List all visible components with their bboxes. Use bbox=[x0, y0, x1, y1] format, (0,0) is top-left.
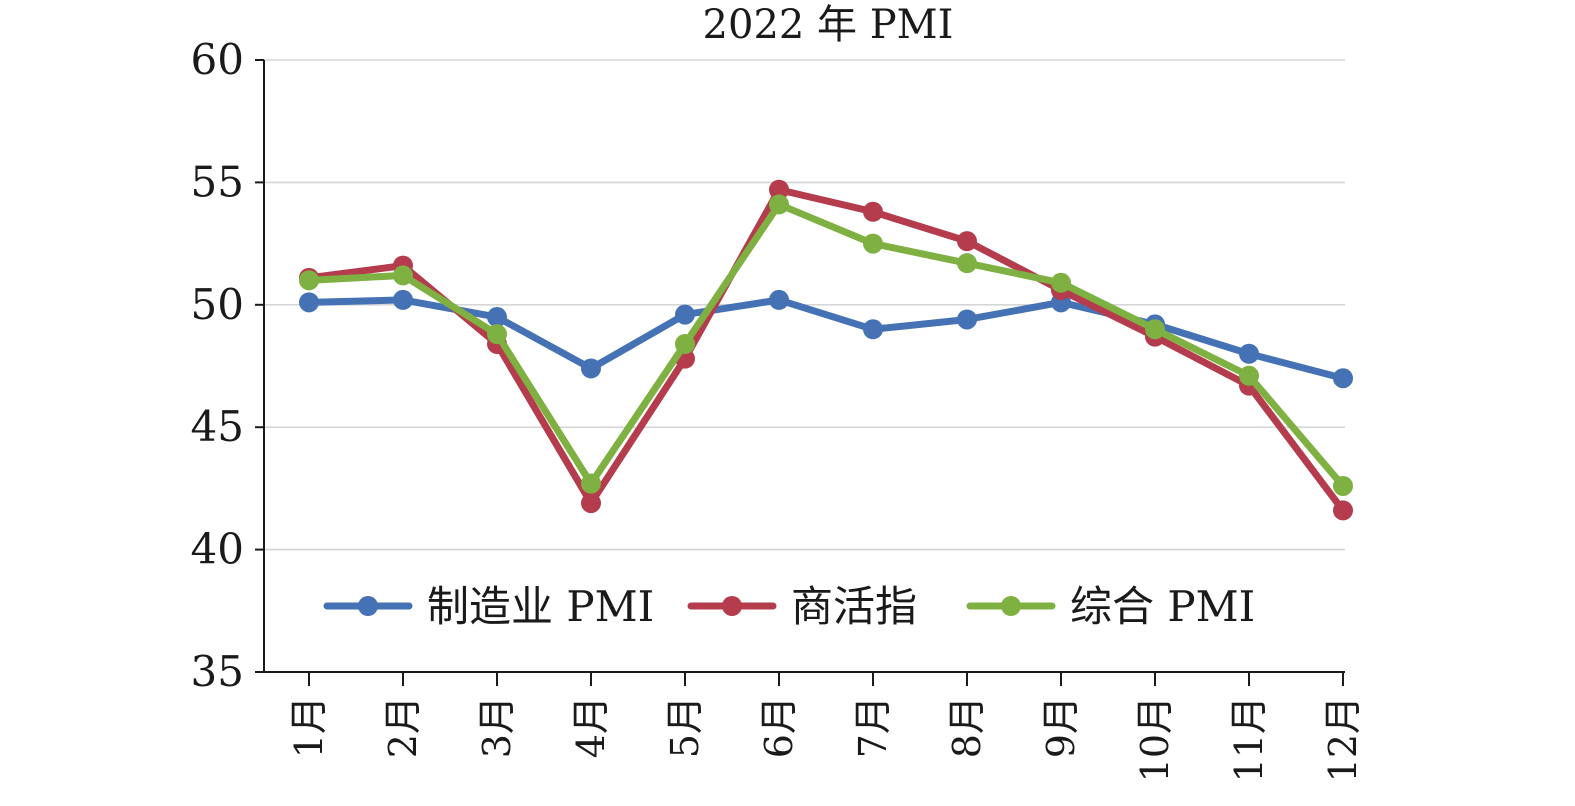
legend-label: 商活指 bbox=[791, 582, 917, 631]
x-tick-label: 1月 bbox=[287, 696, 331, 758]
data-point bbox=[581, 473, 601, 494]
data-point bbox=[769, 194, 789, 215]
x-tick-label: 4月 bbox=[569, 696, 613, 758]
series-lines bbox=[299, 179, 1353, 521]
series-line bbox=[305, 296, 1347, 382]
data-point bbox=[675, 333, 695, 354]
legend-item: 综合 PMI bbox=[966, 582, 1255, 631]
data-point bbox=[957, 309, 977, 330]
chart-title: 2022 年 PMI bbox=[703, 2, 954, 48]
data-point bbox=[1333, 475, 1353, 496]
legend: 制造业 PMI 商活指 综合 PMI bbox=[323, 582, 1255, 631]
data-point bbox=[769, 289, 789, 310]
legend-item: 商活指 bbox=[687, 582, 917, 631]
data-point bbox=[1333, 368, 1353, 389]
x-tick-label: 9月 bbox=[1039, 696, 1083, 758]
data-point bbox=[863, 319, 883, 340]
legend-swatch-marker bbox=[1001, 596, 1021, 616]
data-point bbox=[487, 324, 507, 345]
legend-swatch-marker bbox=[358, 596, 378, 616]
data-point bbox=[1239, 343, 1259, 364]
y-tick-label: 45 bbox=[191, 402, 244, 451]
x-tick-label: 3月 bbox=[475, 696, 519, 758]
data-point bbox=[863, 201, 883, 222]
x-tick-label: 2月 bbox=[381, 696, 425, 758]
data-point bbox=[299, 292, 319, 313]
series-3 bbox=[299, 194, 1353, 496]
data-point bbox=[487, 307, 507, 328]
x-tick-label: 6月 bbox=[757, 696, 801, 758]
data-point bbox=[1145, 319, 1165, 340]
x-tick-label: 5月 bbox=[663, 696, 707, 758]
data-point bbox=[393, 289, 413, 310]
data-point bbox=[581, 358, 601, 379]
data-point bbox=[299, 270, 319, 291]
legend-swatch-marker bbox=[722, 596, 742, 616]
data-point bbox=[393, 265, 413, 286]
data-point bbox=[1239, 365, 1259, 386]
data-point bbox=[957, 253, 977, 274]
legend-label: 制造业 PMI bbox=[427, 582, 654, 631]
y-tick-label: 60 bbox=[191, 35, 244, 84]
axes: 35 40 45 50 55 60 1月 2月 3月 4月 5月 6月 7月 8月 9月 10月 11月 12月 bbox=[191, 35, 1365, 782]
x-tick-label: 8月 bbox=[945, 696, 989, 758]
data-point bbox=[957, 231, 977, 252]
x-tick-label: 10月 bbox=[1133, 696, 1177, 782]
y-tick-label: 40 bbox=[191, 525, 244, 574]
legend-item: 制造业 PMI bbox=[323, 582, 654, 631]
series-1 bbox=[299, 289, 1353, 389]
data-point bbox=[1051, 272, 1071, 293]
y-tick-label: 35 bbox=[191, 647, 244, 696]
x-tick-label: 12月 bbox=[1321, 696, 1365, 782]
data-point bbox=[769, 179, 789, 200]
series-line bbox=[305, 200, 1347, 490]
legend-label: 综合 PMI bbox=[1070, 582, 1255, 631]
data-point bbox=[675, 304, 695, 325]
data-point bbox=[863, 233, 883, 254]
series-line bbox=[305, 186, 1347, 514]
data-point bbox=[1333, 500, 1353, 521]
x-tick-label: 7月 bbox=[851, 696, 895, 758]
y-tick-label: 55 bbox=[191, 157, 244, 206]
x-tick-label: 11月 bbox=[1227, 696, 1271, 782]
y-tick-label: 50 bbox=[191, 280, 244, 329]
data-point bbox=[581, 493, 601, 514]
